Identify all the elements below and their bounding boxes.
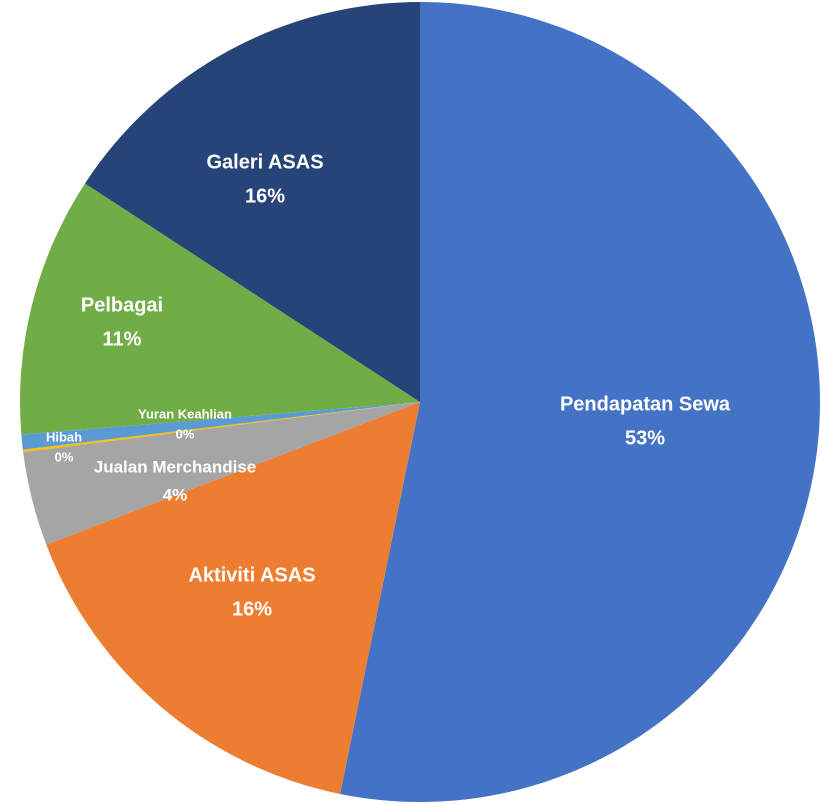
pie-slice [46,402,420,794]
pie-slice [23,402,421,545]
slice-label: Jualan Merchandise [94,457,257,476]
slice-label: Pelbagai [81,294,163,316]
slice-value-label: 0% [55,449,74,464]
slice-label: Yuran Keahlian [138,406,232,421]
slice-value-label: 0% [176,426,195,441]
slice-label: Hibah [46,429,82,444]
pie-slice [340,2,821,802]
pie-slice [84,2,421,402]
slice-value-label: 11% [103,328,142,350]
slice-value-label: 16% [245,185,285,207]
slice-label: Galeri ASAS [206,151,323,173]
pie-slice [22,402,421,453]
slice-value-label: 16% [232,598,272,620]
slice-label: Aktiviti ASAS [188,564,315,586]
pie-slice [21,402,421,450]
slice-value-label: 4% [163,485,188,504]
slice-value-label: 53% [625,427,665,449]
pie-slice [19,183,420,435]
slice-label: Pendapatan Sewa [560,393,731,415]
